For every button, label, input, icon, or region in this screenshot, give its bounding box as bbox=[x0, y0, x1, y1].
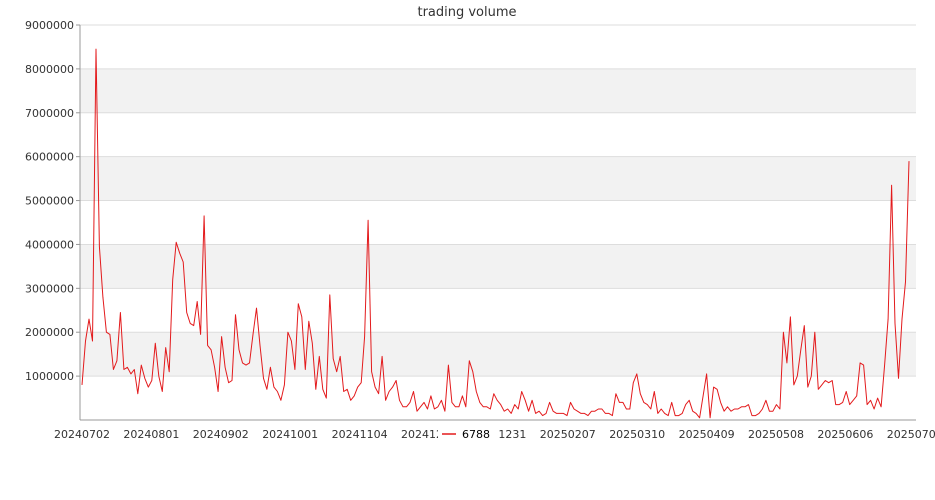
grid-band bbox=[80, 332, 916, 377]
x-tick-label: 20250508 bbox=[748, 428, 804, 441]
y-tick-label: 7000000 bbox=[25, 107, 74, 120]
x-tick-label: 20250702 bbox=[887, 428, 935, 441]
series-line-6788 bbox=[81, 48, 910, 419]
y-axis: 1000000 2000000 3000000 4000000 5000000 60000… bbox=[25, 19, 81, 420]
x-tick-label: 20241001 bbox=[262, 428, 318, 441]
background-bands bbox=[80, 68, 916, 377]
y-tick-label: 6000000 bbox=[25, 151, 74, 164]
x-tick-label: 20241104 bbox=[332, 428, 388, 441]
x-tick-label: 20240902 bbox=[193, 428, 249, 441]
grid-band bbox=[80, 68, 916, 113]
x-tick-label: 20250409 bbox=[679, 428, 735, 441]
grid-band bbox=[80, 244, 916, 289]
chart-title: trading volume bbox=[417, 5, 516, 20]
legend-label: 6788 bbox=[462, 428, 490, 441]
x-tick-label: 20250606 bbox=[817, 428, 873, 441]
x-tick-label: 20240702 bbox=[54, 428, 110, 441]
y-tick-label: 4000000 bbox=[25, 238, 74, 251]
grid-band bbox=[80, 156, 916, 201]
y-tick-label: 5000000 bbox=[25, 195, 74, 208]
y-tick-label: 8000000 bbox=[25, 63, 74, 76]
x-tick-label: 20250207 bbox=[540, 428, 596, 441]
y-tick-label: 9000000 bbox=[25, 19, 74, 32]
legend-background bbox=[438, 426, 498, 442]
y-tick-label: 2000000 bbox=[25, 326, 74, 339]
grid-lines bbox=[80, 24, 916, 377]
x-tick-label: 20240801 bbox=[123, 428, 179, 441]
y-tick-label: 3000000 bbox=[25, 282, 74, 295]
series-layer bbox=[81, 48, 910, 419]
legend[interactable]: 6788 bbox=[438, 426, 498, 442]
y-tick-label: 1000000 bbox=[25, 370, 74, 383]
x-tick-label: 20250310 bbox=[609, 428, 665, 441]
